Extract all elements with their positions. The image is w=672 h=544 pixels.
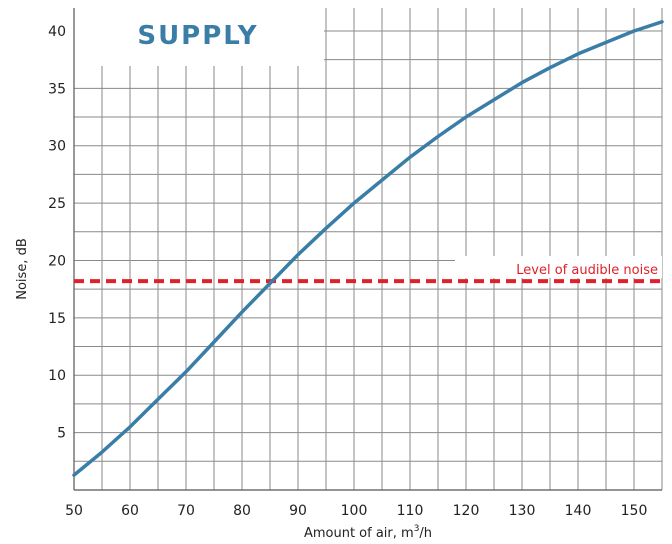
- axes: [73, 8, 662, 491]
- x-tick-label: 120: [453, 503, 480, 519]
- y-tick-label: 30: [48, 139, 66, 155]
- y-tick-label: 5: [57, 426, 66, 442]
- x-tick-label: 50: [65, 503, 83, 519]
- x-tick-label: 110: [397, 503, 424, 519]
- x-tick-label: 100: [341, 503, 368, 519]
- y-tick-label: 20: [48, 253, 66, 269]
- x-tick-label: 90: [289, 503, 307, 519]
- x-tick-label: 70: [177, 503, 195, 519]
- chart-title-background: [74, 0, 324, 66]
- x-axis-label: Amount of air, m3/h: [304, 524, 432, 541]
- chart-title: SUPPLY: [137, 21, 258, 51]
- reference-line-label: Level of audible noise: [516, 263, 658, 278]
- x-tick-label: 150: [621, 503, 648, 519]
- series-line-supply: [72, 20, 664, 477]
- x-axis-label-suffix: /h: [419, 526, 432, 541]
- grid: [73, 8, 663, 490]
- x-tick-label: 130: [509, 503, 536, 519]
- x-tick-label: 140: [565, 503, 592, 519]
- y-tick-label: 35: [48, 81, 66, 97]
- y-tick-label: 15: [48, 311, 66, 327]
- x-tick-label: 60: [121, 503, 139, 519]
- tick-labels: 50 60 70 80 90 100 110 120 130 140 150 5 10 15 20 25 30 3…: [48, 24, 647, 519]
- x-tick-label: 80: [233, 503, 251, 519]
- y-tick-label: 25: [48, 196, 66, 212]
- y-tick-label: 10: [48, 368, 66, 384]
- x-axis-label-superscript: 3: [414, 524, 420, 534]
- y-axis-label: Noise, dB: [15, 238, 30, 300]
- x-axis-label-main: Amount of air, m: [304, 526, 414, 541]
- y-tick-label: 40: [48, 24, 66, 40]
- reference-label-background: [455, 256, 662, 278]
